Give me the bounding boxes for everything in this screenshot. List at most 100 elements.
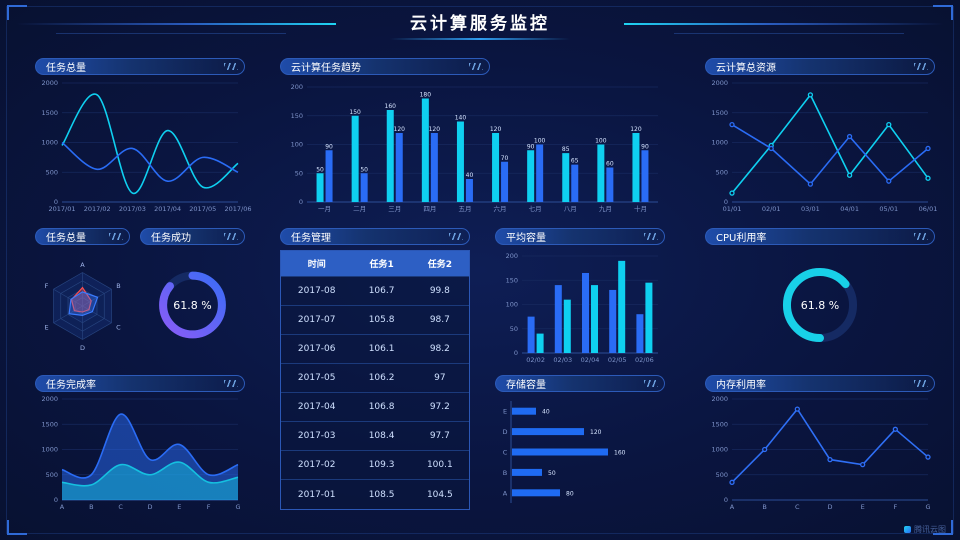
table-cell: 106.8 bbox=[368, 402, 395, 412]
panel-title-label: 任务完成率 bbox=[46, 380, 96, 391]
svg-text:E: E bbox=[45, 323, 49, 331]
watermark-label: 腾讯云图 bbox=[914, 525, 946, 534]
table-cell: 104.5 bbox=[426, 489, 453, 500]
table-cell: 98.7 bbox=[429, 315, 450, 325]
table-header-cell: 任务2 bbox=[427, 260, 452, 270]
panel-title-storage: 存储容量 bbox=[495, 375, 665, 392]
svg-text:E: E bbox=[503, 408, 507, 416]
svg-text:02/03: 02/03 bbox=[553, 356, 572, 364]
table-cell: 2017-03 bbox=[297, 431, 336, 441]
svg-text:C: C bbox=[503, 449, 508, 457]
svg-text:G: G bbox=[925, 503, 930, 511]
svg-text:2017/02: 2017/02 bbox=[84, 205, 111, 213]
table-cell: 99.8 bbox=[429, 286, 450, 296]
avg-capacity-bar-chart: 0 50 100 150 200 02/02 02/03 02/04 02/05 02/06 bbox=[506, 252, 658, 364]
svg-text:2000: 2000 bbox=[41, 79, 58, 87]
svg-text:E: E bbox=[177, 503, 181, 511]
svg-text:85: 85 bbox=[562, 146, 570, 153]
svg-text:D: D bbox=[827, 503, 832, 511]
svg-text:150: 150 bbox=[291, 112, 303, 120]
table-cell: 97 bbox=[434, 373, 446, 383]
table-row: 2017-07 105.8 98.7 bbox=[281, 306, 469, 335]
svg-text:四月: 四月 bbox=[423, 205, 436, 213]
svg-text:0: 0 bbox=[724, 198, 728, 206]
table-cell: 100.1 bbox=[426, 460, 453, 470]
svg-text:65: 65 bbox=[571, 158, 579, 165]
panel-title-label: 任务成功 bbox=[151, 233, 191, 244]
svg-text:B: B bbox=[503, 469, 507, 477]
table-header-row: 时间 任务1 任务2 bbox=[281, 251, 469, 277]
svg-text:120: 120 bbox=[590, 429, 602, 436]
task-trend-bar-chart: 0 50 100 150 200 一月 二月 三月 四月 五月 六月 七月 八月 九月 十月 50 150 160… bbox=[291, 83, 658, 213]
svg-text:二月: 二月 bbox=[353, 205, 366, 213]
panel-title-cloud-resource: 云计算总资源 bbox=[705, 58, 935, 75]
svg-text:100: 100 bbox=[291, 141, 303, 149]
svg-text:70: 70 bbox=[501, 155, 509, 162]
svg-text:2017/01: 2017/01 bbox=[48, 205, 75, 213]
svg-text:1500: 1500 bbox=[711, 109, 728, 117]
header-decoration-subline-left bbox=[56, 33, 286, 34]
panel-title-label: 任务管理 bbox=[291, 233, 331, 244]
header-decoration-subline-right bbox=[674, 33, 904, 34]
table-cell: 105.8 bbox=[368, 315, 395, 325]
panel-title-task-success: 任务成功 bbox=[140, 228, 245, 245]
panel-title-avg-capacity: 平均容量 bbox=[495, 228, 665, 245]
svg-text:A: A bbox=[503, 489, 508, 497]
svg-text:500: 500 bbox=[46, 471, 58, 479]
svg-text:50: 50 bbox=[295, 169, 303, 177]
svg-text:0: 0 bbox=[299, 198, 303, 206]
table-row: 2017-02 109.3 100.1 bbox=[281, 451, 469, 480]
watermark: 腾讯云图 bbox=[904, 524, 946, 535]
svg-text:八月: 八月 bbox=[564, 205, 577, 213]
svg-text:120: 120 bbox=[429, 126, 441, 133]
svg-text:A: A bbox=[80, 261, 85, 269]
title-underline bbox=[390, 38, 570, 40]
table-cell: 2017-06 bbox=[297, 344, 336, 354]
svg-text:2017/03: 2017/03 bbox=[119, 205, 146, 213]
svg-text:D: D bbox=[502, 428, 507, 436]
memory-line-chart: 0 500 1000 1500 2000 A B C D E F G bbox=[711, 395, 931, 511]
table-header-cell: 任务1 bbox=[369, 260, 394, 270]
svg-text:90: 90 bbox=[527, 143, 535, 150]
svg-text:A: A bbox=[730, 503, 735, 511]
table-row: 2017-03 108.4 97.7 bbox=[281, 422, 469, 451]
svg-text:A: A bbox=[60, 503, 65, 511]
svg-text:40: 40 bbox=[466, 172, 474, 179]
svg-text:160: 160 bbox=[385, 103, 397, 110]
svg-text:B: B bbox=[116, 282, 120, 290]
table-cell: 108.4 bbox=[368, 431, 395, 441]
svg-text:03/01: 03/01 bbox=[801, 205, 820, 213]
svg-text:90: 90 bbox=[641, 143, 649, 150]
svg-text:200: 200 bbox=[506, 252, 518, 260]
table-cell: 106.1 bbox=[368, 344, 395, 354]
svg-text:F: F bbox=[45, 282, 49, 290]
svg-text:50: 50 bbox=[316, 166, 324, 173]
svg-text:02/05: 02/05 bbox=[608, 356, 627, 364]
storage-hbar-chart: E 40 D 120 C 160 B 50 A 80 bbox=[502, 401, 626, 503]
svg-text:50: 50 bbox=[360, 166, 368, 173]
panel-title-task-total: 任务总量 bbox=[35, 58, 245, 75]
svg-text:2000: 2000 bbox=[711, 395, 728, 403]
panel-title-label: CPU利用率 bbox=[716, 233, 767, 244]
svg-text:06/01: 06/01 bbox=[919, 205, 938, 213]
table-cell: 109.3 bbox=[368, 460, 395, 470]
panel-title-memory: 内存利用率 bbox=[705, 375, 935, 392]
svg-text:1000: 1000 bbox=[41, 446, 58, 454]
svg-text:50: 50 bbox=[510, 325, 518, 333]
table-row: 2017-01 108.5 104.5 bbox=[281, 480, 469, 509]
svg-text:F: F bbox=[893, 503, 897, 511]
table-cell: 97.7 bbox=[429, 431, 450, 441]
svg-text:1500: 1500 bbox=[41, 109, 58, 117]
panel-title-task-manage: 任务管理 bbox=[280, 228, 470, 245]
svg-text:1000: 1000 bbox=[41, 139, 58, 147]
svg-text:G: G bbox=[235, 503, 240, 511]
svg-text:02/02: 02/02 bbox=[526, 356, 545, 364]
svg-text:100: 100 bbox=[595, 138, 607, 145]
table-cell: 2017-05 bbox=[297, 373, 336, 383]
svg-text:E: E bbox=[861, 503, 865, 511]
table-cell: 2017-08 bbox=[297, 286, 336, 296]
panel-title-label: 任务总量 bbox=[46, 63, 86, 74]
svg-text:0: 0 bbox=[724, 496, 728, 504]
svg-text:140: 140 bbox=[455, 115, 467, 122]
svg-text:1000: 1000 bbox=[711, 446, 728, 454]
